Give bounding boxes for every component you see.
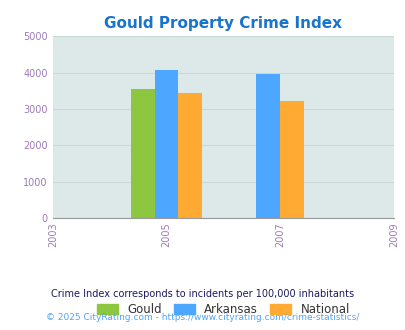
Title: Gould Property Crime Index: Gould Property Crime Index [104,16,341,31]
Bar [256,74,279,218]
Bar [154,70,178,218]
Text: Crime Index corresponds to incidents per 100,000 inhabitants: Crime Index corresponds to incidents per… [51,289,354,299]
Text: © 2025 CityRating.com - https://www.cityrating.com/crime-statistics/: © 2025 CityRating.com - https://www.city… [46,313,359,322]
Legend: Gould, Arkansas, National: Gould, Arkansas, National [92,298,354,321]
Bar [178,93,202,218]
Bar [130,88,154,218]
Bar [279,101,303,218]
